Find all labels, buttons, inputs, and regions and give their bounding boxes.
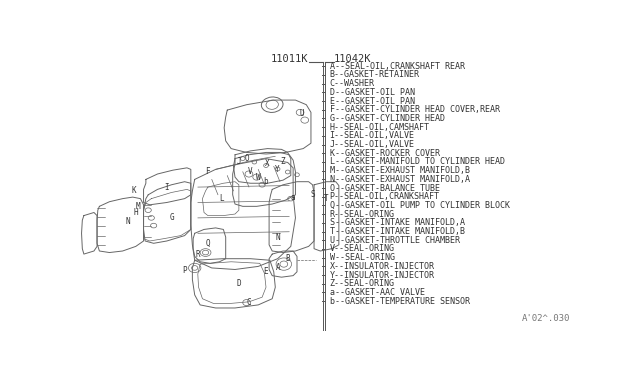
Text: K: K bbox=[132, 186, 136, 195]
Text: A: A bbox=[276, 263, 281, 272]
Text: Z: Z bbox=[281, 157, 285, 166]
Text: L--GASKET-MANIFOLD TO CYLINDER HEAD: L--GASKET-MANIFOLD TO CYLINDER HEAD bbox=[330, 157, 504, 166]
Text: N--GASKET-EXHAUST MANIFOLD,A: N--GASKET-EXHAUST MANIFOLD,A bbox=[330, 175, 470, 184]
Text: M--GASKET-EXHAUST MANIFOLD,B: M--GASKET-EXHAUST MANIFOLD,B bbox=[330, 166, 470, 175]
Text: N: N bbox=[275, 232, 280, 242]
Text: M: M bbox=[136, 202, 140, 211]
Text: H: H bbox=[134, 208, 138, 217]
Text: b--GASKET-TEMPERATURE SENSOR: b--GASKET-TEMPERATURE SENSOR bbox=[330, 296, 470, 306]
Text: I--SEAL-OIL,VALVE: I--SEAL-OIL,VALVE bbox=[330, 131, 415, 140]
Text: U: U bbox=[300, 109, 304, 118]
Text: R--SEAL-ORING: R--SEAL-ORING bbox=[330, 209, 394, 219]
Text: C--WASHER: C--WASHER bbox=[330, 79, 374, 88]
Text: S: S bbox=[310, 190, 315, 199]
Text: N: N bbox=[125, 217, 131, 226]
Text: Q--GASKET-OIL PUMP TO CYLINDER BLOCK: Q--GASKET-OIL PUMP TO CYLINDER BLOCK bbox=[330, 201, 509, 210]
Text: b: b bbox=[264, 177, 268, 186]
Text: X--INSULATOR-INJECTOR: X--INSULATOR-INJECTOR bbox=[330, 262, 435, 271]
Text: F: F bbox=[205, 167, 210, 176]
Text: Q: Q bbox=[205, 239, 210, 248]
Text: L: L bbox=[220, 194, 224, 203]
Text: P: P bbox=[182, 266, 187, 275]
Text: Y: Y bbox=[275, 165, 280, 174]
Text: P--SEAL-OIL,CRANKSHAFT: P--SEAL-OIL,CRANKSHAFT bbox=[330, 192, 440, 201]
Text: V--SEAL-ORING: V--SEAL-ORING bbox=[330, 244, 394, 253]
Text: O: O bbox=[244, 154, 249, 163]
Text: O--GASKET-BALANCE TUBE: O--GASKET-BALANCE TUBE bbox=[330, 183, 440, 193]
Text: F--GASKET-CYLINDER HEAD COVER,REAR: F--GASKET-CYLINDER HEAD COVER,REAR bbox=[330, 105, 500, 114]
Text: R: R bbox=[195, 250, 200, 259]
Text: Y--INSULATOR-INJECTOR: Y--INSULATOR-INJECTOR bbox=[330, 270, 435, 279]
Text: G--GASKET-CYLINDER HEAD: G--GASKET-CYLINDER HEAD bbox=[330, 114, 445, 123]
Text: a--GASKET-AAC VALVE: a--GASKET-AAC VALVE bbox=[330, 288, 424, 297]
Text: J: J bbox=[237, 157, 241, 166]
Text: 11042K: 11042K bbox=[334, 54, 372, 64]
Text: E: E bbox=[264, 267, 268, 276]
Text: D: D bbox=[237, 279, 241, 288]
Text: W--SEAL-ORING: W--SEAL-ORING bbox=[330, 253, 394, 262]
Text: V: V bbox=[248, 167, 253, 176]
Text: 11011K: 11011K bbox=[271, 54, 308, 64]
Text: B--GASKET-RETAINER: B--GASKET-RETAINER bbox=[330, 70, 420, 79]
Text: a: a bbox=[291, 193, 296, 202]
Text: Z--SEAL-ORING: Z--SEAL-ORING bbox=[330, 279, 394, 288]
Text: J--SEAL-OIL,VALVE: J--SEAL-OIL,VALVE bbox=[330, 140, 415, 149]
Text: D--GASKET-OIL PAN: D--GASKET-OIL PAN bbox=[330, 88, 415, 97]
Text: U--GASKET-THROTTLE CHAMBER: U--GASKET-THROTTLE CHAMBER bbox=[330, 236, 460, 245]
Text: G: G bbox=[169, 214, 174, 222]
Text: S--GASKET-INTAKE MANIFOLD,A: S--GASKET-INTAKE MANIFOLD,A bbox=[330, 218, 465, 227]
Text: K--GASKET-ROCKER COVER: K--GASKET-ROCKER COVER bbox=[330, 149, 440, 158]
Text: H--SEAL-OIL,CAMSHAFT: H--SEAL-OIL,CAMSHAFT bbox=[330, 123, 429, 132]
Text: X: X bbox=[265, 160, 270, 169]
Text: E--GASKET-OIL PAN: E--GASKET-OIL PAN bbox=[330, 96, 415, 106]
Text: B: B bbox=[285, 254, 290, 263]
Text: W: W bbox=[256, 173, 260, 182]
Text: T: T bbox=[324, 194, 329, 203]
Text: C: C bbox=[246, 298, 252, 307]
Text: I: I bbox=[164, 183, 169, 192]
Text: A--SEAL-OIL,CRANKSHAFT REAR: A--SEAL-OIL,CRANKSHAFT REAR bbox=[330, 62, 465, 71]
Text: A'02^.030: A'02^.030 bbox=[522, 314, 570, 323]
Text: T--GASKET-INTAKE MANIFOLD,B: T--GASKET-INTAKE MANIFOLD,B bbox=[330, 227, 465, 236]
